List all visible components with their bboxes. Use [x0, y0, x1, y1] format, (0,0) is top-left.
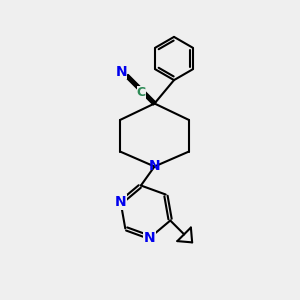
Text: N: N: [116, 65, 127, 79]
Text: N: N: [144, 231, 155, 245]
Text: N: N: [149, 160, 160, 173]
Text: C: C: [137, 85, 146, 99]
Text: N: N: [114, 195, 126, 209]
